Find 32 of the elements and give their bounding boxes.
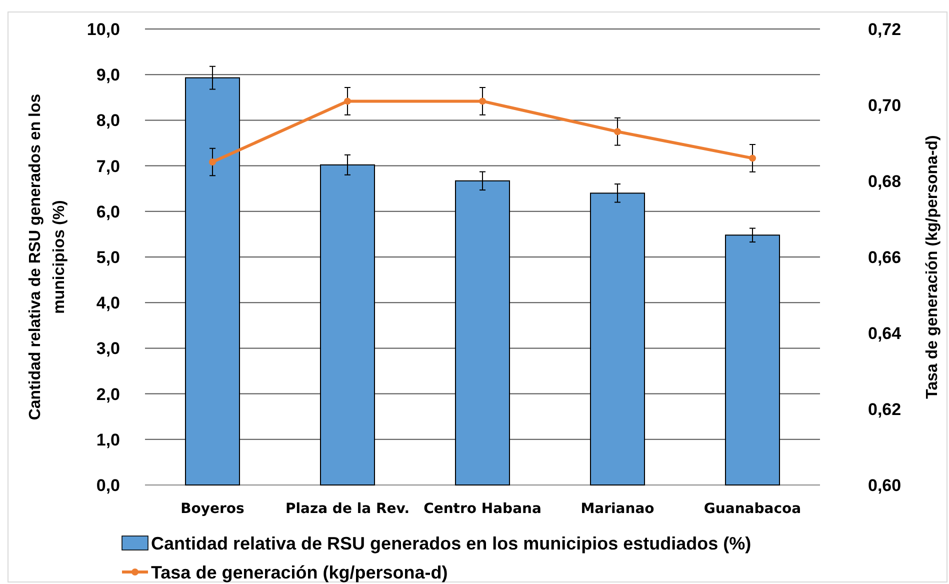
y-axis-title: Cantidad relativa de RSU generados en los municipios (%) [27, 94, 68, 420]
point [749, 154, 756, 162]
y2-tick-label: 0,64 [868, 324, 902, 343]
y2-tick-label: 0,60 [868, 476, 902, 495]
y-tick-label: 0,0 [96, 476, 120, 495]
y2-tick-label: 0,68 [868, 172, 902, 191]
x-tick-label: Plaza de la Rev. [285, 501, 410, 517]
y2-tick-label: 0,62 [868, 400, 902, 419]
y-tick-label: 7,0 [96, 156, 120, 176]
legend-label: Cantidad relativa de RSU generados en los municipios estudiados (%) [151, 533, 752, 554]
y2-tick-label: 0,66 [868, 248, 902, 267]
y-tick-label: 3,0 [96, 339, 120, 358]
point [614, 128, 621, 136]
x-tick-label: Guanabacoa [704, 501, 802, 517]
point [344, 98, 351, 105]
x-tick-label: Boyeros [180, 501, 244, 517]
y-tick-label: 6,0 [96, 202, 120, 222]
y-tick-label: 9,0 [96, 66, 120, 85]
y-tick-label: 1,0 [96, 430, 120, 450]
y2-tick-label: 0,70 [868, 96, 902, 115]
x-tick-label: Marianao [580, 501, 655, 517]
y-tick-label: 4,0 [96, 294, 120, 313]
y-tick-label: 5,0 [96, 248, 120, 267]
y-tick-label: 2,0 [96, 384, 120, 404]
point [209, 158, 216, 166]
point [479, 98, 486, 105]
legend-label: Tasa de generación (kg/persona-d) [151, 562, 448, 582]
y2-axis-title: Tasa de generación (kg/persona-d) [924, 135, 941, 399]
y2-tick-label: 0,72 [868, 20, 902, 39]
y-tick-label: 8,0 [96, 111, 120, 130]
y-tick-label: 10,0 [86, 20, 120, 39]
x-tick-label: Centro Habana [424, 501, 542, 517]
